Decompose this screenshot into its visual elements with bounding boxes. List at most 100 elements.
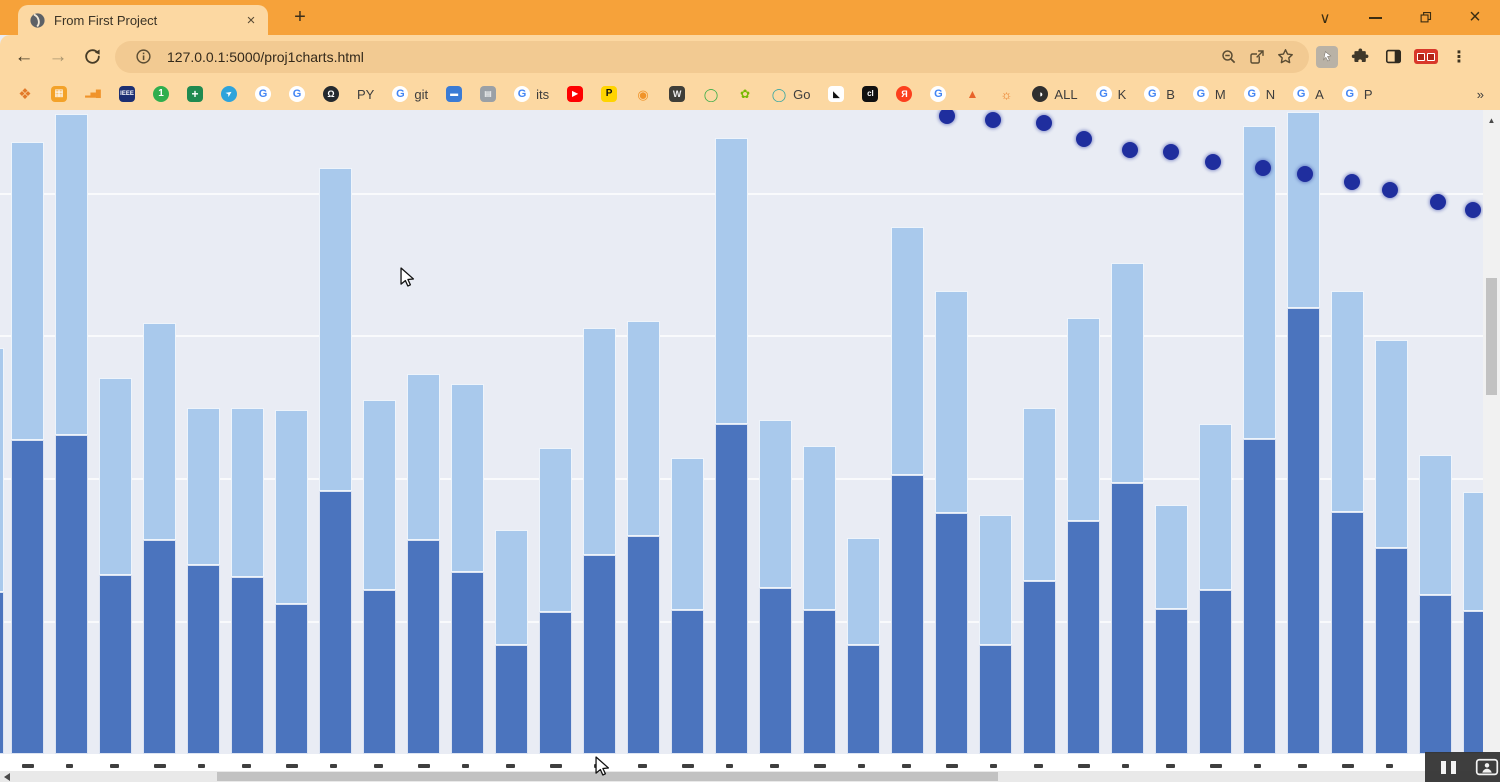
bookmark-google[interactable]: G — [289, 86, 305, 102]
bar-segment-light — [99, 378, 132, 575]
bookmark-gray-app[interactable]: ▤ — [480, 86, 497, 102]
bookmark-yandex[interactable]: Я — [896, 86, 913, 102]
x-tick-label-clipped — [1165, 764, 1175, 768]
bookmark-telegram[interactable]: ➤ — [221, 86, 237, 102]
x-tick-label-clipped — [945, 764, 958, 768]
bookmark-google-a-icon: G — [1293, 86, 1310, 102]
browser-tab[interactable]: From First Project × — [18, 5, 268, 35]
bookmark-green-cross[interactable]: + — [187, 86, 203, 102]
bar-segment-light — [231, 408, 264, 577]
bookmark-google[interactable]: G — [255, 86, 271, 102]
vertical-scrollbar[interactable]: ▲ — [1483, 110, 1500, 771]
bookmark-go-teal[interactable]: ◯ Go — [771, 86, 811, 102]
x-tick-label-clipped — [549, 764, 562, 768]
x-tick-label-clipped — [65, 764, 73, 768]
bookmark-analytics-bars[interactable]: ▂▅█ — [85, 86, 101, 102]
bookmark-office-app[interactable]: ▦ — [51, 86, 67, 102]
tab-close-icon[interactable]: × — [246, 11, 256, 29]
bar-segment-light — [847, 538, 880, 645]
site-info-icon[interactable] — [129, 43, 157, 71]
x-tick-label-clipped — [153, 764, 166, 768]
bookmark-eye[interactable]: ☼ — [998, 86, 1014, 102]
bookmark-globe-all[interactable]: ◑ ALL — [1032, 86, 1078, 102]
bookmark-github[interactable]: Ω — [323, 86, 339, 102]
bar-segment-dark — [759, 588, 792, 754]
bar-segment-light — [627, 321, 660, 536]
bookmark-green-one-icon: 1 — [153, 86, 169, 102]
bookmark-google-b-icon: G — [1144, 86, 1161, 102]
restore-button[interactable] — [1400, 0, 1450, 35]
minimize-button[interactable] — [1350, 0, 1400, 35]
bookmark-google-its-label: its — [536, 86, 550, 102]
x-tick-label-clipped — [1297, 764, 1307, 768]
forward-button[interactable]: → — [48, 45, 68, 67]
bookmark-youtube-icon: ▶ — [567, 86, 584, 102]
bookmark-py[interactable]: PY — [357, 87, 374, 102]
scatter-dot — [1382, 182, 1398, 198]
x-tick-label-clipped — [373, 764, 383, 768]
side-panel-icon[interactable] — [1378, 42, 1408, 72]
bookmark-cl[interactable]: cl — [862, 86, 879, 102]
zoom-out-indicator-icon[interactable] — [1215, 43, 1243, 71]
picture-in-picture-button[interactable] — [1472, 752, 1500, 782]
bar-segment-light — [363, 400, 396, 590]
horizontal-scroll-thumb[interactable] — [217, 772, 998, 781]
picture-in-picture-icon — [1475, 758, 1499, 775]
bookmark-diamonds[interactable]: ❖ — [17, 86, 33, 102]
extensions-puzzle-icon[interactable] — [1345, 42, 1375, 72]
bookmark-bird[interactable]: ◣ — [828, 86, 845, 102]
bar-segment-dark — [935, 513, 968, 754]
bookmarks-overflow-chevron[interactable]: » — [1477, 87, 1484, 102]
scatter-dot — [1465, 202, 1481, 218]
bookmark-star-icon[interactable] — [1271, 43, 1299, 71]
bar-segment-light — [935, 291, 968, 513]
bookmark-dark-w[interactable]: W — [669, 86, 686, 102]
bookmark-blue-app[interactable]: ▬ — [446, 86, 463, 102]
bookmark-ieee[interactable]: IEEE — [119, 86, 135, 102]
scroll-left-arrow-icon[interactable] — [4, 773, 10, 781]
bar-segment-dark — [363, 590, 396, 754]
bookmark-matlab[interactable]: ▲ — [964, 86, 980, 102]
new-tab-button[interactable]: + — [294, 5, 306, 28]
horizontal-scrollbar[interactable] — [0, 771, 1483, 782]
bookmark-ieee-icon: IEEE — [119, 86, 135, 102]
bar-segment-dark — [715, 424, 748, 754]
red-extension-badge-icon[interactable] — [1411, 42, 1441, 72]
bar-segment-light — [1375, 340, 1408, 548]
bookmark-youtube[interactable]: ▶ — [567, 86, 584, 102]
close-button[interactable]: × — [1469, 6, 1481, 28]
bar-segment-dark — [99, 575, 132, 754]
share-icon[interactable] — [1243, 43, 1271, 71]
url-bar[interactable]: 127.0.0.1:5000/proj1charts.html — [115, 40, 1309, 73]
bookmark-yellow-p[interactable]: P — [601, 86, 618, 102]
hand-cursor-extension-icon[interactable] — [1312, 42, 1342, 72]
bookmark-camera[interactable]: ◉ — [635, 86, 651, 102]
url-text[interactable]: 127.0.0.1:5000/proj1charts.html — [167, 48, 364, 65]
reload-button[interactable] — [75, 40, 109, 74]
menu-kebab-icon[interactable]: ⋮ — [1451, 48, 1467, 66]
bar-segment-light — [275, 410, 308, 604]
x-tick-label-clipped — [901, 764, 911, 768]
bookmark-google[interactable]: G — [930, 86, 947, 102]
bar-segment-dark — [1243, 439, 1276, 754]
bookmark-go-teal-label: Go — [793, 86, 811, 102]
vertical-scroll-thumb[interactable] — [1486, 278, 1497, 395]
bookmark-nvidia[interactable]: ✿ — [737, 86, 753, 102]
bar-segment-dark — [627, 536, 660, 754]
tab-search-chevron-icon[interactable]: ∨ — [1319, 9, 1331, 27]
bookmark-green-one[interactable]: 1 — [153, 86, 169, 102]
x-tick-label-clipped — [637, 764, 647, 768]
back-button[interactable]: ← — [14, 45, 34, 67]
scroll-up-arrow-icon[interactable]: ▲ — [1487, 116, 1496, 125]
x-tick-label-clipped — [1121, 764, 1129, 768]
bookmark-green-ring[interactable]: ◯ — [703, 86, 719, 102]
pause-button[interactable] — [1425, 752, 1472, 782]
